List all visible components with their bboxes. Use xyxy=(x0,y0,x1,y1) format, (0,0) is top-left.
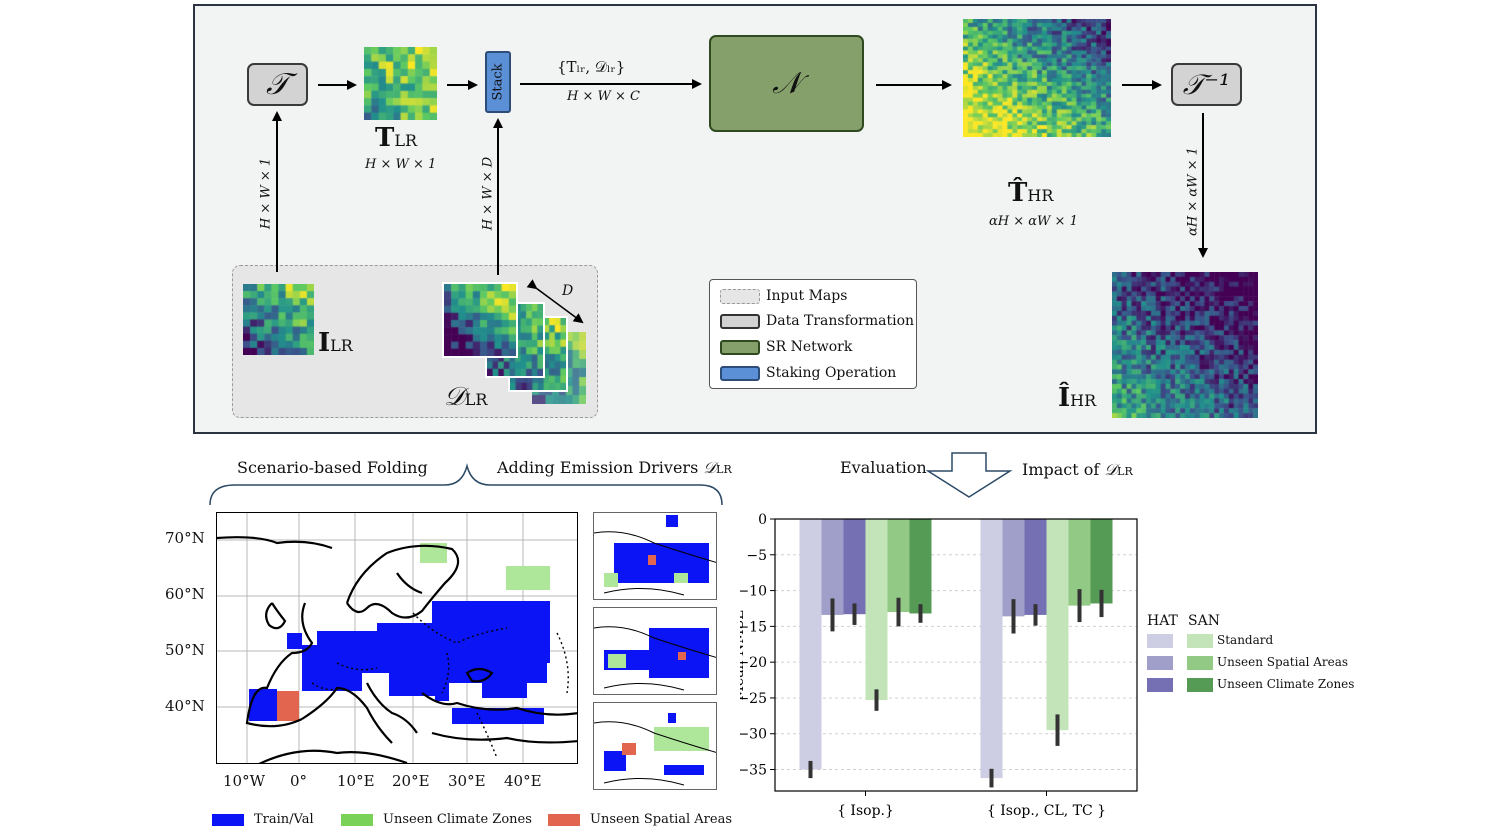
legend-item-label: Standard xyxy=(1217,633,1274,647)
legend-stacking: Staking Operation xyxy=(720,365,896,381)
map-canvas xyxy=(217,513,577,763)
legend-head-hat: HAT xyxy=(1147,613,1178,629)
borders xyxy=(311,612,569,759)
small-map-fold-1 xyxy=(593,512,717,600)
bar xyxy=(1024,519,1047,615)
depth-label: D xyxy=(562,283,574,299)
unseen-climate-cells xyxy=(420,543,550,590)
lon-tick-40e: 40°E xyxy=(504,772,542,790)
t-lr-label: TLR xyxy=(375,123,418,153)
map-legend-unseen-climate: Unseen Climate Zones xyxy=(341,812,532,827)
d-lr-layer-1 xyxy=(442,282,518,358)
y-tick-label: −10 xyxy=(740,584,767,600)
y-tick-label: −30 xyxy=(740,727,767,743)
lon-tick-10e: 10°E xyxy=(337,772,375,790)
y-tick-label: −5 xyxy=(746,548,767,564)
bar xyxy=(821,519,844,615)
small-map-fold-3 xyxy=(593,702,717,790)
lon-tick-20e: 20°E xyxy=(392,772,430,790)
bar xyxy=(980,519,1003,779)
i-hr-label: ÎHR xyxy=(1058,383,1097,413)
pipeline-legend: Input Maps Data Transformation SR Networ… xyxy=(709,279,917,389)
transform-box: 𝒯 xyxy=(247,63,308,106)
legend-swatch-san xyxy=(1187,678,1213,692)
i-hr-heatmap xyxy=(1112,272,1258,418)
lat-tick-60: 60°N xyxy=(165,585,205,603)
d-lr-label: 𝒟LR xyxy=(444,382,488,412)
legend-swatch-hat xyxy=(1147,678,1173,692)
legend-sr-network: SR Network xyxy=(720,339,852,355)
unseen-spatial-cells xyxy=(277,691,299,721)
lon-tick-30e: 30°E xyxy=(448,772,486,790)
map-legend-unseen-spatial: Unseen Spatial Areas xyxy=(548,812,732,827)
legend-head-san: SAN xyxy=(1188,613,1220,629)
y-tick-label: 0 xyxy=(758,512,767,528)
down-arrow-icon xyxy=(925,452,1013,498)
bar xyxy=(865,519,888,701)
legend-input-maps: Input Maps xyxy=(720,288,847,304)
sr-network-box: 𝒩 xyxy=(709,35,864,132)
plot-frame xyxy=(774,518,1138,792)
bar xyxy=(799,519,822,770)
legend-data-transformation: Data Transformation xyxy=(720,313,914,329)
bar xyxy=(1068,519,1091,606)
depth-arrow xyxy=(526,279,584,324)
y-axis-label: Mean NMSE xyxy=(740,610,747,701)
section-evaluation: Evaluation xyxy=(840,458,927,477)
t-lr-heatmap xyxy=(364,47,437,120)
curly-brace xyxy=(209,463,723,506)
bar xyxy=(887,519,910,613)
section-scenario-folding: Scenario-based Folding xyxy=(237,458,428,477)
bar xyxy=(1090,519,1113,604)
bar xyxy=(843,519,866,615)
concat-dims: H × W × C xyxy=(567,89,640,104)
nmse-bar-chart: 0 −5 −10 −15 −20 −25 −30 −35 { Isop.} { Isop., CL… xyxy=(740,512,1138,819)
t-hr-label: T̂HR xyxy=(1008,178,1054,208)
legend-swatch-san xyxy=(1187,634,1213,648)
lat-tick-50: 50°N xyxy=(165,641,205,659)
t-lr-dims: H × W × 1 xyxy=(365,157,437,172)
bar xyxy=(909,519,932,614)
i-lr-heatmap xyxy=(243,284,314,355)
map-legend-train-val: Train/Val xyxy=(212,812,314,827)
small-map-fold-2 xyxy=(593,607,717,695)
x-tick-label: { Isop.} xyxy=(837,803,894,819)
t-hr-dims: αH × αW × 1 xyxy=(989,214,1078,229)
t-hr-heatmap xyxy=(963,19,1111,137)
stack-box: Stack xyxy=(485,51,511,113)
y-tick-label: −15 xyxy=(740,619,767,635)
section-impact: Impact of 𝒟LR xyxy=(1022,460,1133,479)
legend-swatch-san xyxy=(1187,656,1213,670)
section-emission-drivers: Adding Emission Drivers 𝒟LR xyxy=(497,458,732,477)
lon-tick-0: 0° xyxy=(290,772,308,790)
legend-swatch-hat xyxy=(1147,634,1173,648)
coastlines xyxy=(217,536,577,763)
y-tick-label: −25 xyxy=(740,691,767,707)
bar xyxy=(1002,519,1025,617)
bar xyxy=(1046,519,1069,731)
europe-map xyxy=(216,512,578,764)
y-tick-label: −35 xyxy=(740,763,767,779)
train-val-cells xyxy=(249,601,550,724)
legend-item-label: Unseen Spatial Areas xyxy=(1217,655,1349,669)
lat-tick-40: 40°N xyxy=(165,697,205,715)
lon-tick-10w: 10°W xyxy=(223,772,266,790)
y-tick-label: −20 xyxy=(740,655,767,671)
i-lr-label: ILR xyxy=(318,328,353,358)
lat-tick-70: 70°N xyxy=(165,529,205,547)
legend-item-label: Unseen Climate Zones xyxy=(1217,677,1355,691)
x-tick-label: { Isop., CL, TC } xyxy=(987,803,1106,819)
inverse-transform-box: 𝒯⁻¹ xyxy=(1171,63,1242,106)
legend-swatch-hat xyxy=(1147,656,1173,670)
concat-label: {Tₗᵣ, 𝒟ₗᵣ} xyxy=(557,58,626,76)
